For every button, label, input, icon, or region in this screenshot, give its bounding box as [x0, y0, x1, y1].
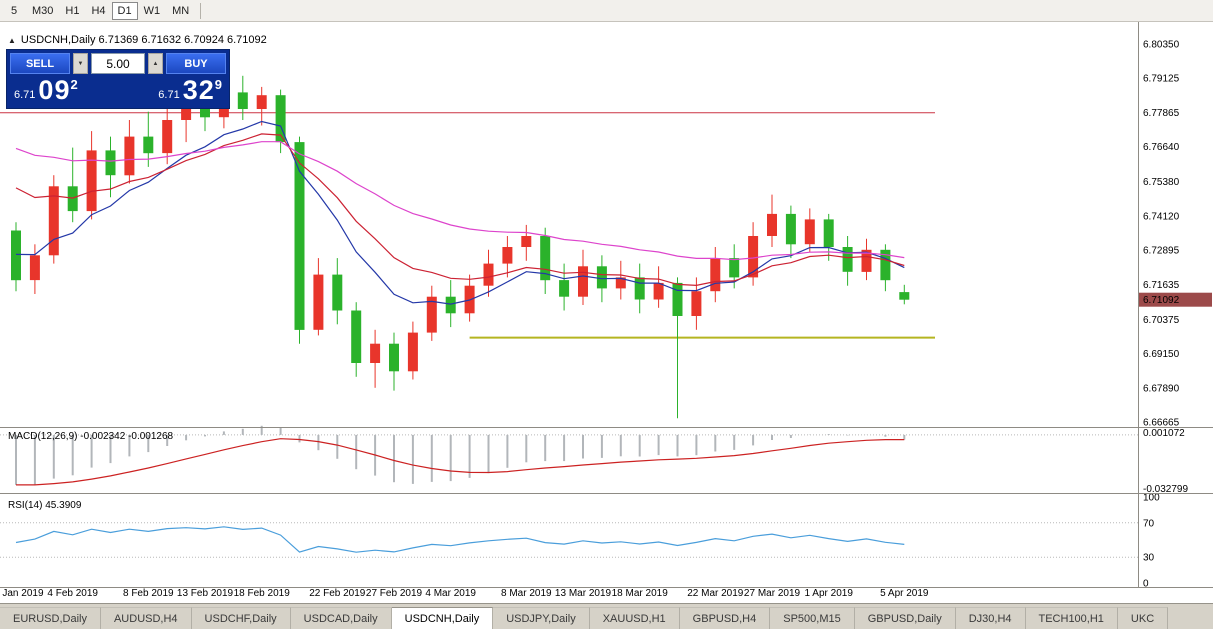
- macd-indicator-label: MACD(12,26,9) -0.002342 -0.001268: [8, 431, 174, 442]
- chart-tab-dj30-h4[interactable]: DJ30,H4: [955, 607, 1026, 629]
- timeframe-button-w1[interactable]: W1: [143, 4, 161, 17]
- price-tick: 6.79125: [1143, 73, 1180, 84]
- chart-tab-audusd-h4[interactable]: AUDUSD,H4: [100, 607, 192, 629]
- price-tick: 6.75380: [1143, 177, 1180, 188]
- horizontal-lines-layer: [0, 112, 935, 339]
- date-tick: 27 Mar 2019: [744, 588, 801, 599]
- timeframe-button-d1[interactable]: D1: [111, 1, 138, 20]
- timeframe-toolbar: 5 M30 H1 H4 D1 W1 MN: [0, 0, 1213, 22]
- price-tick: 6.70375: [1143, 315, 1180, 326]
- price-tick: 6.66665: [1143, 417, 1180, 428]
- date-tick: 4 Mar 2019: [425, 588, 476, 599]
- chart-tab-gbpusd-daily[interactable]: GBPUSD,Daily: [854, 607, 956, 629]
- chart-tab-sp500-m15[interactable]: SP500,M15: [770, 607, 855, 629]
- ma-line-30: [15, 141, 905, 261]
- rsi-level-lines: [0, 522, 1139, 558]
- svg-text:70: 70: [1143, 518, 1155, 529]
- buy-price: 6.71 32 9: [158, 77, 222, 104]
- chart-title-text: USDCNH,Daily 6.71369 6.71632 6.70924 6.7…: [20, 34, 267, 46]
- date-tick: 30 Jan 2019: [0, 588, 44, 599]
- macd-axis: 0.001072 -0.032799: [1143, 428, 1188, 495]
- candles-layer: [11, 75, 910, 419]
- chart-tab-usdjpy-daily[interactable]: USDJPY,Daily: [493, 607, 590, 629]
- panel-separators[interactable]: [0, 427, 1213, 588]
- date-tick: 22 Mar 2019: [687, 588, 744, 599]
- sell-button[interactable]: SELL: [10, 53, 70, 74]
- ma-line-13: [15, 133, 905, 287]
- svg-text:6.71092: 6.71092: [1143, 295, 1180, 306]
- buy-price-main: 32: [182, 75, 215, 105]
- chart-tab-ukc[interactable]: UKC: [1117, 607, 1169, 629]
- chart-window: ▲ USDCNH,Daily 6.71369 6.71632 6.70924 6…: [0, 22, 1213, 603]
- svg-text:-0.032799: -0.032799: [1143, 484, 1188, 495]
- chart-tab-bar: EURUSD,Daily AUDUSD,H4 USDCHF,Daily USDCAD,…: [0, 603, 1213, 629]
- date-tick: 27 Feb 2019: [366, 588, 423, 599]
- chart-tab-xauusd-h1[interactable]: XAUUSD,H1: [589, 607, 680, 629]
- chart-title: ▲ USDCNH,Daily 6.71369 6.71632 6.70924 6…: [8, 34, 267, 46]
- date-tick: 18 Feb 2019: [234, 588, 291, 599]
- sell-price-prefix: 6.71: [14, 89, 36, 101]
- chart-tab-usdcad-daily[interactable]: USDCAD,Daily: [290, 607, 392, 629]
- rsi-indicator-label: RSI(14) 45.3909: [8, 500, 82, 511]
- macd-histogram: [15, 425, 906, 485]
- volume-down-button[interactable]: ▼: [73, 53, 88, 74]
- timeframe-button-h4[interactable]: H4: [91, 4, 106, 17]
- date-tick: 5 Apr 2019: [880, 588, 929, 599]
- collapse-triangle-icon[interactable]: ▲: [8, 35, 16, 45]
- rsi-axis: 100 70 30 0: [1143, 493, 1160, 590]
- price-tick: 6.74120: [1143, 212, 1180, 223]
- price-tick: 6.77865: [1143, 108, 1180, 119]
- price-tick: 6.71635: [1143, 280, 1180, 291]
- timeframe-button-mn[interactable]: MN: [172, 4, 190, 17]
- timeframe-button-5[interactable]: 5: [10, 4, 18, 17]
- price-tick: 6.76640: [1143, 142, 1180, 153]
- price-tick: 6.67890: [1143, 384, 1180, 395]
- price-tick: 6.72895: [1143, 245, 1180, 256]
- chart-canvas[interactable]: 6.80350 6.79125 6.77865 6.76640 6.75380 6.741…: [0, 22, 1213, 603]
- volume-input[interactable]: [92, 56, 144, 71]
- rsi-line: [15, 526, 905, 553]
- chart-tab-usdchf-daily[interactable]: USDCHF,Daily: [191, 607, 291, 629]
- sell-price-pip: 2: [70, 77, 78, 92]
- timeframe-button-h1[interactable]: H1: [65, 4, 80, 17]
- buy-price-pip: 9: [214, 77, 222, 92]
- svg-text:0: 0: [1143, 579, 1149, 590]
- svg-text:30: 30: [1143, 553, 1155, 564]
- date-tick: 18 Mar 2019: [612, 588, 669, 599]
- date-tick: 22 Feb 2019: [309, 588, 366, 599]
- price-axis[interactable]: 6.80350 6.79125 6.77865 6.76640 6.75380 6.741…: [1143, 40, 1180, 429]
- buy-button[interactable]: BUY: [166, 53, 226, 74]
- svg-text:0.001072: 0.001072: [1143, 428, 1185, 439]
- chart-tab-usdcnh-daily[interactable]: USDCNH,Daily: [391, 607, 494, 629]
- sell-price-main: 09: [38, 75, 71, 105]
- date-tick: 8 Feb 2019: [123, 588, 174, 599]
- date-tick: 8 Mar 2019: [501, 588, 552, 599]
- price-tick: 6.80350: [1143, 40, 1180, 51]
- sell-price: 6.71 09 2: [14, 77, 78, 104]
- buy-price-prefix: 6.71: [158, 89, 180, 101]
- chevron-down-icon: ▼: [77, 60, 84, 67]
- volume-up-button[interactable]: ▲: [148, 53, 163, 74]
- chart-tab-eurusd-daily[interactable]: EURUSD,Daily: [0, 607, 101, 629]
- one-click-trading-panel: SELL ▼ ▲ BUY 6.71 09 2 6.71 32 9: [6, 49, 230, 109]
- volume-field-wrap: [91, 53, 145, 74]
- timeframe-button-m30[interactable]: M30: [32, 4, 54, 17]
- macd-signal-line: [16, 438, 905, 486]
- date-tick: 1 Apr 2019: [805, 588, 854, 599]
- date-tick: 13 Mar 2019: [555, 588, 612, 599]
- chevron-up-icon: ▲: [152, 60, 159, 67]
- chart-tab-tech100-h1[interactable]: TECH100,H1: [1025, 607, 1118, 629]
- price-tick: 6.69150: [1143, 349, 1180, 360]
- date-tick: 13 Feb 2019: [177, 588, 234, 599]
- date-tick: 4 Feb 2019: [47, 588, 98, 599]
- toolbar-separator: [200, 2, 202, 19]
- chart-tab-gbpusd-h4[interactable]: GBPUSD,H4: [679, 607, 771, 629]
- current-price-marker: 6.71092: [1139, 292, 1212, 307]
- svg-text:100: 100: [1143, 493, 1160, 504]
